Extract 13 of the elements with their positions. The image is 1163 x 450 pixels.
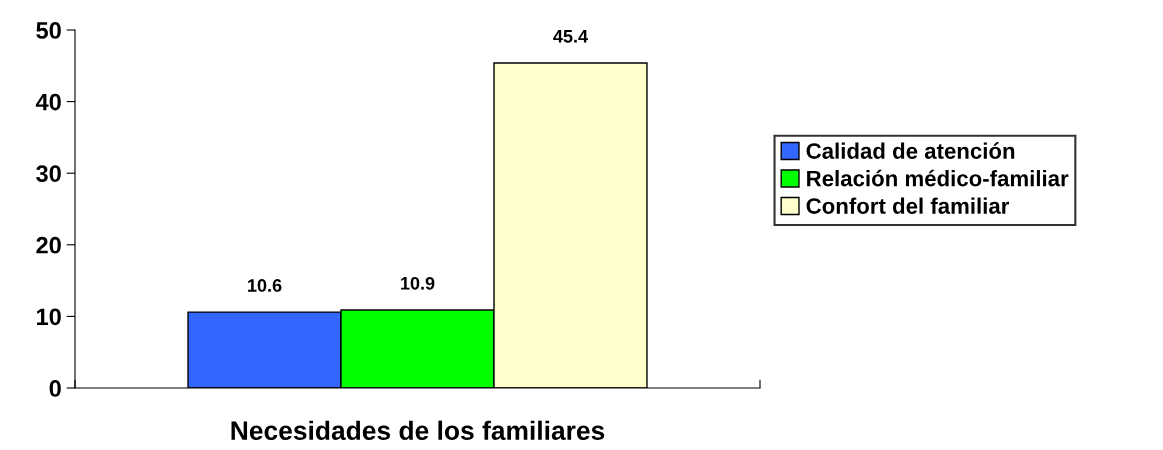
y-tick-label: 30 <box>36 165 61 183</box>
y-tick-label: 0 <box>49 380 61 397</box>
y-tick-label: 20 <box>36 236 61 254</box>
data-label: 10.6 <box>248 279 282 292</box>
legend-label: Relación médico-familiar <box>807 169 1069 187</box>
y-tick-label: 50 <box>36 22 61 39</box>
x-axis-title: Necesidades de los familiares <box>231 420 605 441</box>
data-label: 45.4 <box>553 30 588 43</box>
data-label: 10.9 <box>401 276 435 290</box>
legend-label: Calidad de atención <box>806 142 1015 159</box>
y-tick-label: 40 <box>35 93 61 111</box>
y-tick-label: 10 <box>37 308 61 326</box>
legend-label: Confort del familiar <box>806 197 1010 214</box>
